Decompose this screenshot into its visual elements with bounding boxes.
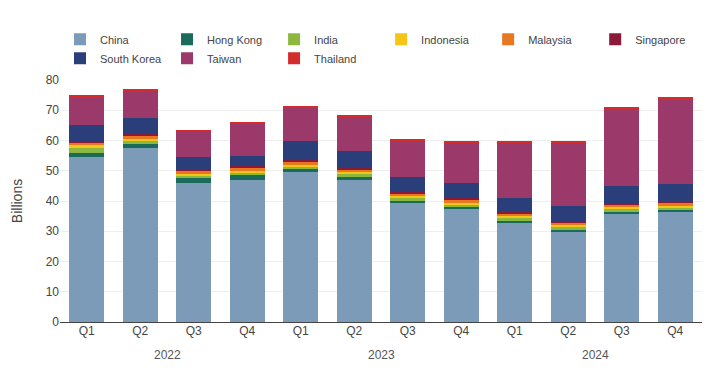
svg-text:70: 70 [46,103,60,117]
svg-text:Indonesia: Indonesia [421,34,470,46]
svg-text:2023: 2023 [368,348,395,362]
svg-text:80: 80 [46,73,60,87]
svg-text:40: 40 [46,194,60,208]
svg-text:South Korea: South Korea [100,53,162,65]
svg-text:Q2: Q2 [560,324,576,338]
svg-text:Singapore: Singapore [635,34,685,46]
svg-text:Q3: Q3 [400,324,416,338]
svg-text:0: 0 [52,315,59,329]
svg-text:Hong Kong: Hong Kong [207,34,262,46]
svg-text:60: 60 [46,134,60,148]
svg-text:Q1: Q1 [79,324,95,338]
svg-text:Q3: Q3 [186,324,202,338]
svg-text:Q2: Q2 [132,324,148,338]
svg-text:10: 10 [46,285,60,299]
svg-text:Taiwan: Taiwan [207,53,241,65]
svg-text:India: India [314,34,339,46]
svg-text:20: 20 [46,255,60,269]
svg-text:China: China [100,34,130,46]
svg-text:Q3: Q3 [614,324,630,338]
svg-text:2024: 2024 [582,348,609,362]
svg-text:Malaysia: Malaysia [528,34,572,46]
svg-text:Q1: Q1 [293,324,309,338]
svg-text:50: 50 [46,164,60,178]
svg-text:Billions: Billions [9,179,25,223]
svg-text:Q4: Q4 [239,324,255,338]
svg-text:30: 30 [46,224,60,238]
svg-text:2022: 2022 [154,348,181,362]
svg-text:Q4: Q4 [453,324,469,338]
svg-text:Thailand: Thailand [314,53,356,65]
svg-text:Q2: Q2 [346,324,362,338]
svg-text:Q4: Q4 [667,324,683,338]
svg-text:Q1: Q1 [507,324,523,338]
